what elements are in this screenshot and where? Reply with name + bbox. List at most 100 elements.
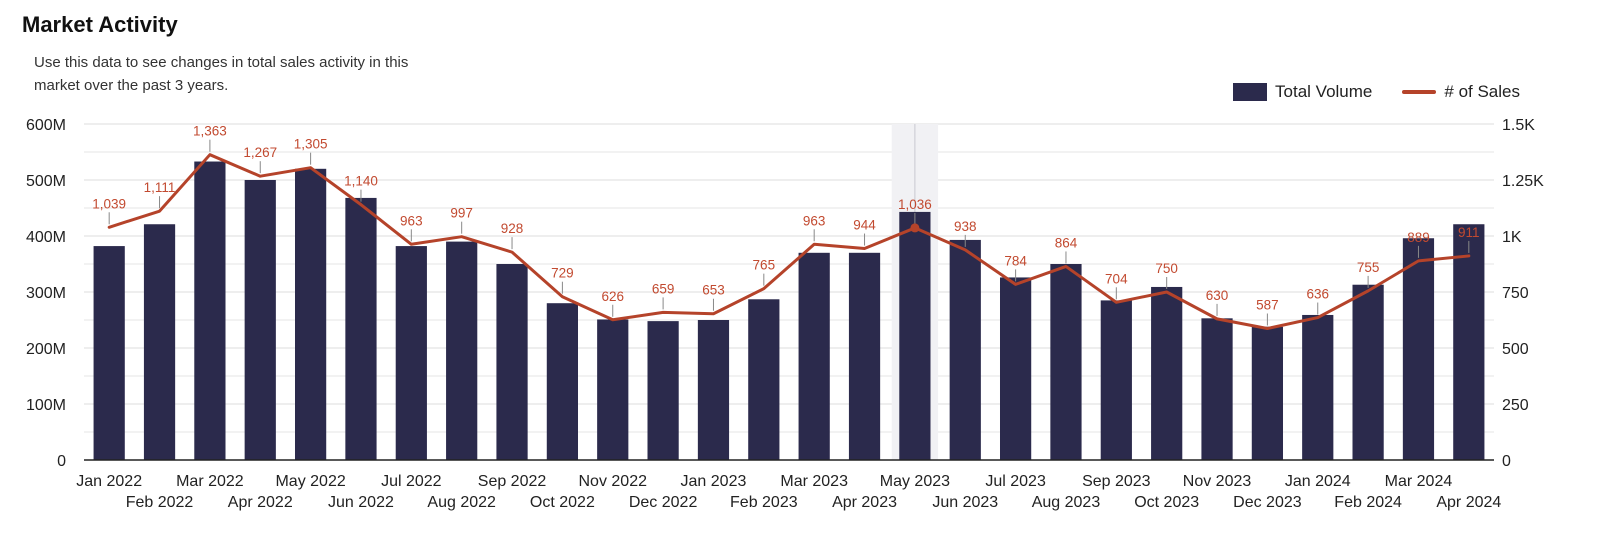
x-axis-tick-label: Nov 2022 xyxy=(579,473,648,490)
volume-bar xyxy=(194,161,226,460)
x-axis-tick-label: Feb 2024 xyxy=(1334,494,1402,511)
legend-sales-label: # of Sales xyxy=(1444,82,1520,101)
chart-subtitle: Use this data to see changes in total sa… xyxy=(34,54,409,94)
legend-item-sales[interactable]: # of Sales xyxy=(1402,82,1520,102)
volume-bar xyxy=(647,321,679,460)
x-axis-tick-label: May 2023 xyxy=(880,473,950,490)
volume-bar xyxy=(748,299,780,460)
volume-bar xyxy=(143,224,176,460)
sales-data-label: 864 xyxy=(1055,235,1078,250)
x-axis-tick-label: Jun 2023 xyxy=(932,494,998,511)
left-axis-tick-label: 500M xyxy=(26,173,66,190)
left-axis-tick-label: 400M xyxy=(26,229,66,246)
x-axis-tick-label: Apr 2023 xyxy=(832,494,897,511)
right-axis-tick-label: 250 xyxy=(1502,397,1529,414)
volume-bar xyxy=(899,211,931,460)
volume-bar xyxy=(1201,318,1233,460)
x-axis-tick-label: Jul 2023 xyxy=(985,473,1046,490)
sales-data-label: 784 xyxy=(1004,253,1027,268)
sales-data-label: 1,363 xyxy=(193,124,227,139)
x-axis-tick-label: Jan 2024 xyxy=(1285,473,1351,490)
sales-data-label: 963 xyxy=(803,213,826,228)
legend-volume-label: Total Volume xyxy=(1275,82,1373,101)
sales-data-label: 938 xyxy=(954,219,977,234)
x-axis-tick-label: Mar 2024 xyxy=(1385,473,1453,490)
sales-data-label: 653 xyxy=(702,283,725,298)
right-axis-tick-label: 1.25K xyxy=(1502,173,1544,190)
volume-bar xyxy=(1352,284,1384,460)
legend-line-swatch xyxy=(1402,90,1437,94)
right-axis-tick-label: 1.5K xyxy=(1502,117,1535,134)
sales-data-label: 944 xyxy=(853,218,876,233)
x-axis-tick-label: Mar 2022 xyxy=(176,473,244,490)
volume-bar xyxy=(999,277,1032,460)
volume-bar xyxy=(1402,238,1435,460)
volume-bar xyxy=(546,303,579,460)
right-axis-tick-label: 0 xyxy=(1502,453,1511,470)
x-axis-tick-label: Dec 2023 xyxy=(1233,494,1302,511)
sales-data-label: 729 xyxy=(551,266,574,281)
volume-bar xyxy=(496,264,528,460)
sales-data-label: 1,140 xyxy=(344,174,378,189)
legend-bar-swatch xyxy=(1233,83,1268,101)
sales-data-label: 704 xyxy=(1105,271,1128,286)
sales-data-label: 889 xyxy=(1407,230,1430,245)
left-axis-tick-label: 200M xyxy=(26,341,66,358)
chart-title: Market Activity xyxy=(22,12,178,37)
x-axis-tick-label: May 2022 xyxy=(275,473,345,490)
volume-bar xyxy=(1050,264,1082,460)
sales-line xyxy=(107,153,1471,331)
legend-item-volume[interactable]: Total Volume xyxy=(1233,82,1372,102)
sales-data-label: 626 xyxy=(601,289,624,304)
highlight-point xyxy=(910,223,920,233)
volume-bar xyxy=(345,197,377,461)
x-axis-tick-label: Apr 2022 xyxy=(228,494,293,511)
x-axis-tick-label: Sep 2022 xyxy=(478,473,547,490)
sales-data-label: 1,305 xyxy=(294,137,328,152)
volume-bar xyxy=(597,319,629,460)
right-axis-tick-label: 1K xyxy=(1502,229,1522,246)
left-axis-tick-label: 100M xyxy=(26,397,66,414)
sales-data-label: 755 xyxy=(1357,260,1380,275)
left-axis-tick-label: 600M xyxy=(26,117,66,134)
x-axis-tick-label: Aug 2022 xyxy=(427,494,496,511)
x-axis-tick-label: Jan 2022 xyxy=(76,473,142,490)
sales-data-label: 659 xyxy=(652,281,675,296)
volume-bar xyxy=(1251,326,1284,460)
sales-data-label: 997 xyxy=(450,206,473,221)
sales-data-label: 1,039 xyxy=(92,196,126,211)
sales-data-label: 1,036 xyxy=(898,197,932,212)
x-axis-tick-label: Sep 2023 xyxy=(1082,473,1151,490)
sales-data-label: 587 xyxy=(1256,298,1279,313)
volume-bar xyxy=(1302,314,1334,460)
right-axis-tick-label: 500 xyxy=(1502,341,1529,358)
x-axis-tick-label: Jun 2022 xyxy=(328,494,394,511)
sales-data-label: 1,111 xyxy=(144,180,176,195)
sales-data-label: 963 xyxy=(400,213,423,228)
x-axis-tick-label: Nov 2023 xyxy=(1183,473,1252,490)
x-axis-tick-label: Dec 2022 xyxy=(629,494,698,511)
volume-bar xyxy=(395,246,427,460)
sales-data-label: 1,267 xyxy=(243,145,277,160)
x-axis-tick-label: Mar 2023 xyxy=(780,473,848,490)
sales-data-label: 911 xyxy=(1458,225,1480,240)
volume-bar xyxy=(848,252,881,460)
volume-bar xyxy=(446,241,478,460)
sales-data-label: 750 xyxy=(1155,261,1178,276)
x-axis-tick-label: Jul 2022 xyxy=(381,473,442,490)
volume-bar xyxy=(949,239,981,460)
volume-bar xyxy=(798,252,830,460)
volume-bar xyxy=(697,320,730,460)
volume-bar xyxy=(294,168,327,461)
volume-bar xyxy=(1100,300,1132,460)
x-axis-tick-label: Feb 2023 xyxy=(730,494,798,511)
left-axis-tick-label: 0 xyxy=(57,453,66,470)
x-axis-tick-label: Oct 2022 xyxy=(530,494,595,511)
sales-data-label: 765 xyxy=(753,258,776,273)
sales-data-label: 630 xyxy=(1206,288,1229,303)
volume-bar xyxy=(93,246,125,460)
x-axis-tick-label: Aug 2023 xyxy=(1032,494,1101,511)
left-axis-tick-label: 300M xyxy=(26,285,66,302)
volume-bar xyxy=(244,180,276,460)
